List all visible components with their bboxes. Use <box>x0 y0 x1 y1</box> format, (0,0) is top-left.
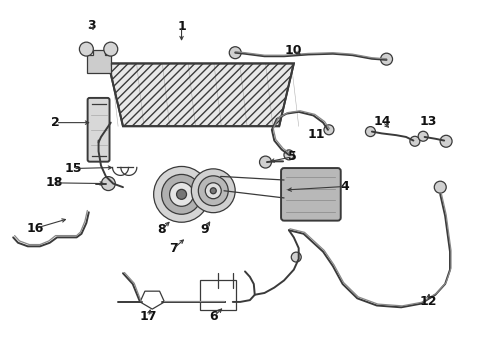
Circle shape <box>229 47 241 59</box>
Polygon shape <box>108 63 294 126</box>
Circle shape <box>260 156 271 168</box>
Circle shape <box>192 169 235 213</box>
Text: 11: 11 <box>308 127 325 141</box>
Circle shape <box>284 150 294 160</box>
Bar <box>200 280 236 310</box>
Text: 12: 12 <box>419 295 437 308</box>
Text: 8: 8 <box>158 223 166 236</box>
Circle shape <box>210 188 216 194</box>
Text: 18: 18 <box>46 176 63 189</box>
Circle shape <box>170 183 194 206</box>
Text: 5: 5 <box>289 150 297 163</box>
Text: 3: 3 <box>87 19 96 32</box>
Circle shape <box>410 136 420 146</box>
Text: 14: 14 <box>374 116 392 129</box>
Text: 1: 1 <box>177 20 186 33</box>
Circle shape <box>176 189 187 199</box>
Text: 15: 15 <box>65 162 82 175</box>
Circle shape <box>101 177 115 190</box>
Text: 2: 2 <box>51 116 60 129</box>
Circle shape <box>366 127 375 136</box>
Polygon shape <box>87 50 111 73</box>
Text: 16: 16 <box>26 222 44 235</box>
Circle shape <box>324 125 334 135</box>
Circle shape <box>440 135 452 147</box>
Circle shape <box>434 181 446 193</box>
Text: 7: 7 <box>169 242 177 255</box>
Text: 9: 9 <box>201 223 209 236</box>
Circle shape <box>198 176 228 206</box>
Circle shape <box>104 42 118 56</box>
Circle shape <box>205 183 221 199</box>
Text: 6: 6 <box>209 310 218 324</box>
Circle shape <box>162 175 201 214</box>
Text: 13: 13 <box>420 116 437 129</box>
Text: 17: 17 <box>140 310 157 324</box>
FancyBboxPatch shape <box>281 168 341 221</box>
Circle shape <box>291 252 301 262</box>
Text: 10: 10 <box>284 44 301 57</box>
FancyBboxPatch shape <box>88 98 110 162</box>
Circle shape <box>154 166 209 222</box>
Text: 4: 4 <box>341 180 349 193</box>
Circle shape <box>79 42 93 56</box>
Circle shape <box>418 131 428 141</box>
Circle shape <box>381 53 392 65</box>
